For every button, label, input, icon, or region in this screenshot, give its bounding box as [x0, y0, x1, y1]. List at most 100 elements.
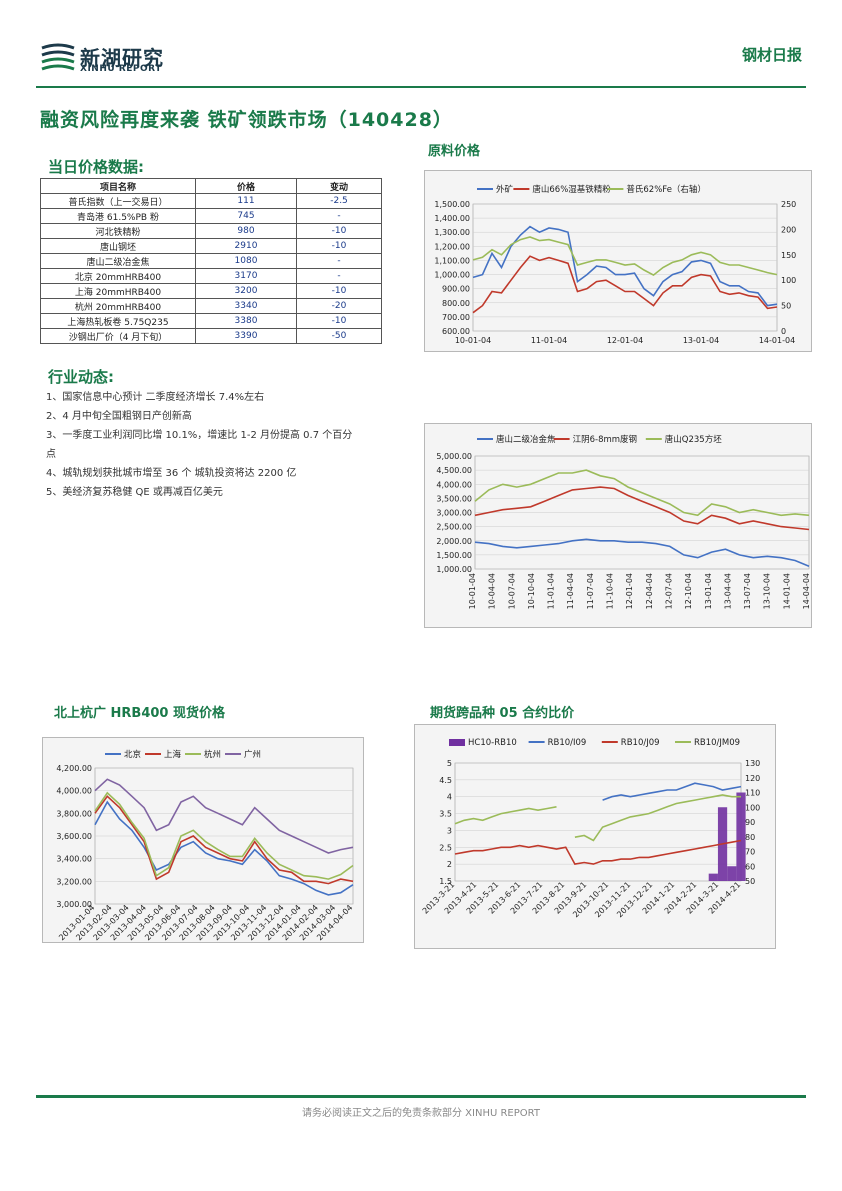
area-bar-HC10-RB10 — [727, 866, 737, 881]
x-tick-label: 10-07-04 — [507, 573, 516, 609]
y-tick-label: 800.00 — [442, 299, 470, 308]
legend-label: 唐山66%湿基铁精粉 — [532, 184, 611, 195]
y-tick-label: 1,500.00 — [436, 551, 472, 560]
cell-item: 上海 20mmHRB400 — [40, 283, 196, 299]
cell-change: - — [296, 268, 382, 284]
y2-tick-label: 100 — [781, 276, 796, 285]
x-tick-label: 13-07-04 — [743, 573, 752, 609]
cell-item: 青岛港 61.5%PB 粉 — [40, 208, 196, 224]
x-tick-label: 11-07-04 — [586, 573, 595, 609]
cell-item: 唐山二级冶金焦 — [40, 253, 196, 269]
y-tick-label: 3,800.00 — [56, 809, 92, 818]
y-tick-label: 4,200.00 — [56, 764, 92, 773]
x-tick-label: 12-01-04 — [607, 336, 643, 345]
cell-item: 唐山钢坯 — [40, 238, 196, 254]
y-tick-label: 1,100.00 — [434, 256, 470, 265]
y-tick-label: 1,300.00 — [434, 228, 470, 237]
x-tick-label: 10-04-04 — [488, 573, 497, 609]
news-item: 4、城轨规划获批城市增至 36 个 城轨投资将达 2200 亿 — [46, 468, 297, 479]
y-tick-label: 2.5 — [439, 843, 452, 852]
x-tick-label: 14-01-04 — [782, 573, 791, 609]
y-tick-label: 700.00 — [442, 313, 470, 322]
cell-change: - — [296, 208, 382, 224]
legend-label: 唐山Q235方坯 — [665, 434, 722, 445]
cell-item: 河北铁精粉 — [40, 223, 196, 239]
y-tick-label: 3,200.00 — [56, 877, 92, 886]
table-row: 北京 20mmHRB400 3170- — [40, 268, 382, 284]
cell-price: 3170 — [195, 268, 297, 284]
y2-tick-label: 200 — [781, 225, 796, 234]
legend-label: HC10-RB10 — [468, 738, 517, 748]
col-header-item: 项目名称 — [40, 178, 196, 194]
y-tick-label: 3.5 — [439, 810, 452, 819]
y-tick-label: 3 — [447, 826, 452, 835]
series-line-外矿 — [472, 225, 778, 307]
y-tick-label: 5,000.00 — [436, 452, 472, 461]
x-tick-label: 13-10-04 — [763, 573, 772, 609]
table-row: 杭州 20mmHRB400 3340 -20 — [40, 298, 382, 314]
table-row: 唐山二级冶金焦 1080- — [40, 253, 382, 269]
y-tick-label: 1,000.00 — [436, 565, 472, 574]
report-type-label: 钢材日报 — [741, 46, 802, 64]
news-section-title: 行业动态: — [48, 368, 114, 386]
y-tick-label: 3,000.00 — [56, 900, 92, 909]
cell-item: 上海热轧板卷 5.75Q235 — [40, 313, 196, 329]
table-row: 普氏指数（上一交易日） 111 -2.5 — [40, 193, 382, 209]
y-tick-label: 1,500.00 — [434, 200, 470, 209]
series-line-唐山Q235方坯 — [474, 469, 810, 517]
table-row: 青岛港 61.5%PB 粉 745- — [40, 208, 382, 224]
coke-scrap-billet-chart: 5,000.00 4,500.00 4,000.00 3,500.00 3,000.00… — [424, 423, 812, 628]
cell-item: 杭州 20mmHRB400 — [40, 298, 196, 314]
y2-tick-label: 80 — [745, 833, 755, 842]
news-item: 1、国家信息中心预计 二季度经济增长 7.4%左右 — [46, 392, 265, 403]
cell-price: 2910 — [195, 238, 297, 254]
cell-change: -50 — [296, 328, 382, 344]
legend-label: 江阴6-8mm废钢 — [573, 434, 637, 445]
cell-price: 3380 — [195, 313, 297, 329]
cell-change: -20 — [296, 298, 382, 314]
legend-label: 唐山二级冶金焦 — [496, 434, 556, 445]
price-table: 项目名称 价格 变动 普氏指数（上一交易日） 111 -2.5 青岛港 61.5%PB… — [40, 178, 382, 344]
series-line-RB10/J09 — [454, 839, 742, 865]
futures-chart-title: 期货跨品种 05 合约比价 — [430, 706, 575, 721]
logo-text-en: XINHU REPORT — [80, 64, 162, 74]
y2-tick-label: 100 — [745, 803, 760, 812]
raw-material-chart-svg: 1,500.00 1,400.00 1,300.00 1,200.00 1,100.00… — [434, 184, 796, 345]
legend-swatch — [449, 739, 465, 746]
y2-tick-label: 250 — [781, 200, 796, 209]
y2-tick-label: 70 — [745, 848, 755, 857]
raw-chart-title: 原料价格 — [428, 144, 481, 159]
series-line-广州 — [94, 778, 354, 854]
y-tick-label: 3,500.00 — [436, 494, 472, 503]
legend-label: RB10/J09 — [621, 738, 660, 748]
y-tick-label: 1.5 — [439, 877, 452, 886]
y-tick-label: 4,000.00 — [56, 787, 92, 796]
legend-label: RB10/JM09 — [694, 738, 740, 748]
legend-label: 北京 — [124, 749, 141, 760]
y-tick-label: 3,000.00 — [436, 509, 472, 518]
legend-label: 广州 — [244, 749, 261, 760]
hrb400-spot-chart: 4,200.00 4,000.00 3,800.00 3,600.00 3,400.00… — [42, 737, 364, 943]
y2-tick-label: 0 — [781, 327, 786, 336]
col-header-price: 价格 — [195, 178, 297, 194]
y-tick-label: 900.00 — [442, 285, 470, 294]
table-row: 上海热轧板卷 5.75Q235 3380 -10 — [40, 313, 382, 329]
cell-item: 沙钢出厂价（4 月下旬） — [40, 328, 196, 344]
footer-divider — [36, 1095, 806, 1098]
y-tick-label: 4,000.00 — [436, 480, 472, 489]
cell-change: - — [296, 253, 382, 269]
plot-area — [472, 203, 778, 332]
y2-tick-label: 120 — [745, 774, 760, 783]
x-tick-label: 11-01-04 — [547, 573, 556, 609]
x-tick-label: 10-10-04 — [527, 573, 536, 609]
y2-tick-label: 150 — [781, 251, 796, 260]
y-tick-label: 2 — [447, 860, 452, 869]
legend-label: 外矿 — [496, 184, 514, 195]
x-tick-label: 11-10-04 — [606, 573, 615, 609]
legend-label: RB10/I09 — [548, 738, 587, 748]
cell-price: 3340 — [195, 298, 297, 314]
y2-tick-label: 50 — [745, 877, 755, 886]
y2-tick-label: 110 — [745, 789, 760, 798]
y-tick-label: 4,500.00 — [436, 466, 472, 475]
xinhu-logo-icon — [41, 43, 75, 71]
